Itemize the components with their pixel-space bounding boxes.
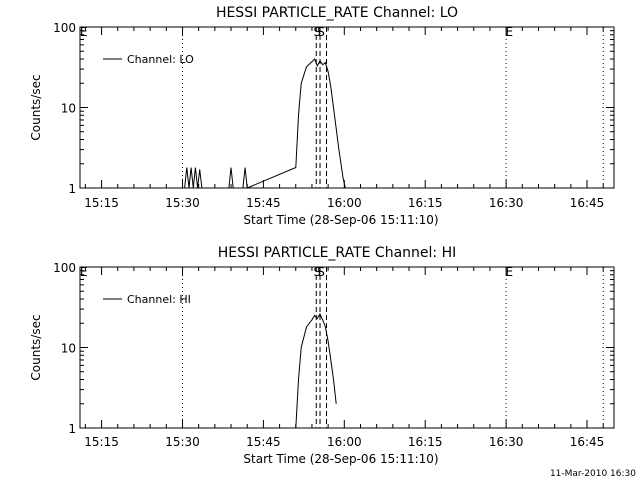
chart-panel-2: HESSI PARTICLE_RATE Channel: HI 15:15 15:3… bbox=[29, 245, 615, 466]
y-tick-label: 10 bbox=[61, 102, 76, 116]
x-tick-label: 16:30 bbox=[489, 196, 524, 210]
x-tick-label: 16:00 bbox=[327, 196, 362, 210]
y-tick-label: 10 bbox=[61, 342, 76, 356]
x-tick-label: 16:00 bbox=[327, 435, 362, 449]
event-marker-label: E bbox=[505, 25, 513, 39]
event-marker-label: E bbox=[505, 265, 513, 279]
x-tick-label: 16:15 bbox=[408, 196, 443, 210]
plot-frame bbox=[79, 266, 615, 429]
x-tick-label: 16:30 bbox=[489, 435, 524, 449]
event-marker-label: S bbox=[313, 25, 321, 39]
y-tick-label: 1 bbox=[68, 182, 76, 196]
y-axis-label: Counts/sec bbox=[29, 314, 43, 380]
event-marker-label: E bbox=[80, 265, 88, 279]
chart-title: HESSI PARTICLE_RATE Channel: HI bbox=[218, 245, 456, 261]
x-tick-label: 15:30 bbox=[165, 196, 200, 210]
x-tick-label: 16:45 bbox=[570, 196, 605, 210]
x-tick-label: 15:15 bbox=[84, 196, 119, 210]
x-tick-label: 15:15 bbox=[84, 435, 119, 449]
event-marker-label: S bbox=[317, 25, 325, 39]
chart-title: HESSI PARTICLE_RATE Channel: LO bbox=[216, 5, 458, 21]
timestamp: 11-Mar-2010 16:30 bbox=[550, 469, 636, 479]
chart-panel-1: HESSI PARTICLE_RATE Channel: LO 15:15 15:3… bbox=[29, 5, 615, 227]
event-marker-label: S bbox=[317, 265, 325, 279]
legend-label: Channel: HI bbox=[127, 293, 191, 306]
y-tick-label: 100 bbox=[53, 261, 76, 275]
x-tick-label: 15:30 bbox=[165, 435, 200, 449]
event-marker-label: S bbox=[313, 265, 321, 279]
series-line-1 bbox=[184, 58, 346, 189]
x-tick-label: 16:15 bbox=[408, 435, 443, 449]
x-tick-label: 16:45 bbox=[570, 435, 605, 449]
event-marker-label: E bbox=[80, 25, 88, 39]
plot-frame bbox=[79, 26, 615, 189]
series-line-2 bbox=[295, 313, 337, 429]
x-axis-label: Start Time (28-Sep-06 15:11:10) bbox=[243, 452, 438, 466]
y-axis-label: Counts/sec bbox=[29, 74, 43, 140]
x-axis-label: Start Time (28-Sep-06 15:11:10) bbox=[243, 213, 438, 227]
legend-label: Channel: LO bbox=[127, 53, 194, 66]
x-tick-label: 15:45 bbox=[246, 196, 281, 210]
y-tick-label: 1 bbox=[68, 422, 76, 436]
y-tick-label: 100 bbox=[53, 21, 76, 35]
x-tick-label: 15:45 bbox=[246, 435, 281, 449]
